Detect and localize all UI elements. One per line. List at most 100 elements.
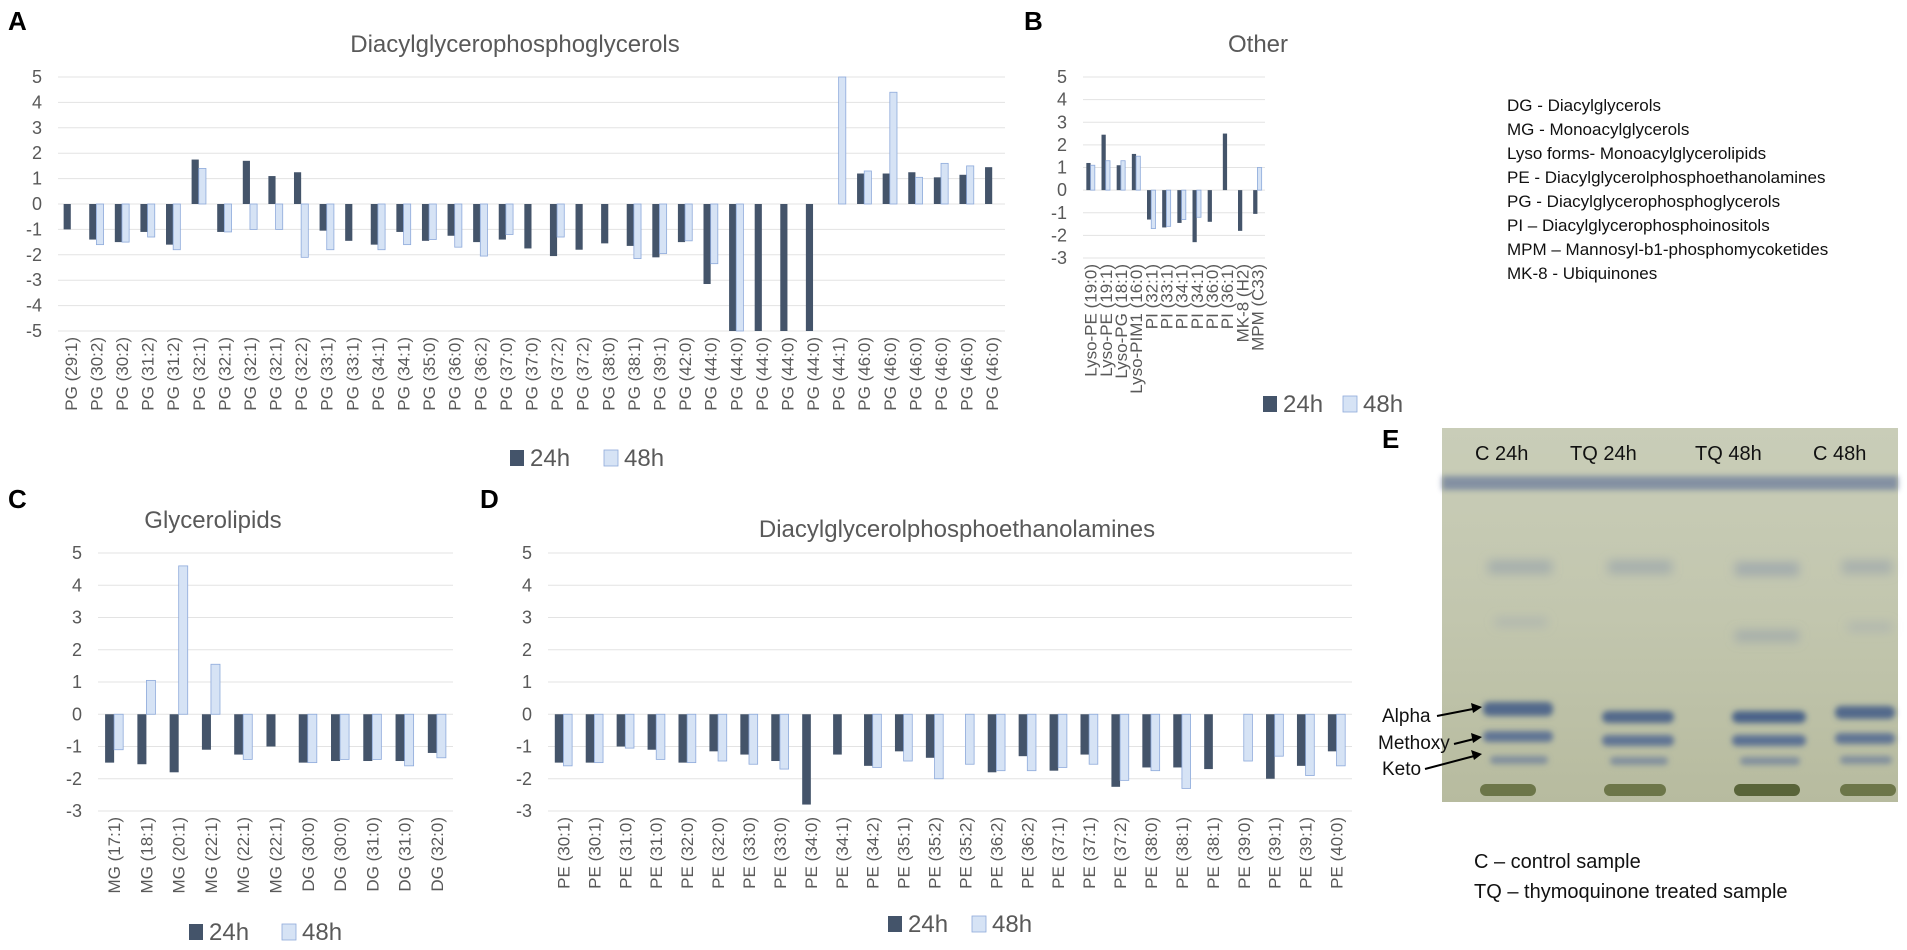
bar-24h <box>1253 190 1258 214</box>
bar-24h <box>498 204 506 240</box>
tlc-plate: C 24h TQ 24h TQ 48h C 48h <box>1442 428 1898 802</box>
y-tick-label: 3 <box>1057 112 1067 132</box>
y-tick-label: -3 <box>26 270 42 290</box>
y-tick-label: -5 <box>26 321 42 341</box>
bar-24h <box>234 714 244 755</box>
abbrev-pe: PE - Diacylglycerolphosphoethanolamines <box>1507 168 1825 187</box>
bar-48h <box>717 713 728 762</box>
x-tick-label: PI (34:1) <box>1173 264 1192 329</box>
tlc-origin-spots <box>1480 784 1896 796</box>
bar-48h <box>300 203 309 258</box>
y-tick-label: 1 <box>72 672 82 692</box>
x-tick-label: PG (34:1) <box>369 337 388 411</box>
x-tick-label: PE (35:1) <box>895 817 914 889</box>
bar-24h <box>114 204 122 243</box>
legend-swatch-48h <box>1342 395 1358 413</box>
x-tick-label: Lyso-PG (18:1) <box>1112 264 1131 379</box>
chart-a-title: Diacylglycerophosphoglycerols <box>350 31 680 58</box>
y-tick-label: 4 <box>522 575 532 595</box>
bar-24h <box>298 714 308 763</box>
abbrev-pi: PI – Diacylglycerophosphoinositols <box>1507 216 1770 235</box>
bar-24h <box>1131 153 1137 191</box>
bar-24h <box>345 204 353 241</box>
x-tick-label: PE (31:0) <box>616 817 635 889</box>
legend-label-48h: 48h <box>302 919 342 945</box>
bar-24h <box>1296 714 1306 766</box>
y-tick-label: 1 <box>522 672 532 692</box>
bar-24h <box>703 204 711 285</box>
x-tick-label: PE (32:0) <box>678 817 697 889</box>
bar-24h <box>1018 714 1028 757</box>
x-tick-label: PG (30:2) <box>113 337 132 411</box>
legend-swatch-48h <box>971 915 987 933</box>
x-tick-label: MG (18:1) <box>137 817 156 894</box>
bar-48h <box>121 203 130 243</box>
bar-48h <box>1105 160 1111 191</box>
x-tick-label: PG (46:0) <box>906 337 925 411</box>
y-tick-label: 0 <box>1057 180 1067 200</box>
bar-24h <box>1142 714 1151 768</box>
legend-swatch-24h <box>1263 396 1277 412</box>
bar-24h <box>191 159 199 204</box>
x-tick-label: PG (44:0) <box>702 337 721 411</box>
bar-24h <box>524 204 532 249</box>
bar-24h <box>554 714 564 763</box>
bar-24h <box>647 714 657 750</box>
arrow-keto <box>1424 754 1479 770</box>
bar-24h <box>709 714 719 752</box>
x-tick-label: PG (46:0) <box>958 337 977 411</box>
bar-48h <box>1135 155 1141 191</box>
bar-48h <box>995 713 1006 772</box>
x-tick-label: PG (37:2) <box>548 337 567 411</box>
bar-48h <box>275 203 284 230</box>
x-tick-label: PG (38:0) <box>599 337 618 411</box>
bar-24h <box>293 172 302 204</box>
bar-48h <box>210 663 221 715</box>
x-tick-label: PG (32:1) <box>267 337 286 411</box>
bar-24h <box>754 204 762 331</box>
legend-label-24h: 24h <box>908 911 948 938</box>
bar-48h <box>1257 167 1263 191</box>
x-tick-label: PE (37:1) <box>1049 817 1068 889</box>
bar-24h <box>140 204 148 232</box>
x-tick-label: MG (22:1) <box>202 817 221 894</box>
bar-24h <box>987 714 997 773</box>
x-tick-label: DG (31:0) <box>396 817 415 892</box>
bar-24h <box>268 176 276 204</box>
x-tick-label: PG (33:1) <box>343 337 362 411</box>
bar-24h <box>894 714 904 752</box>
tlc-lane-tq24: TQ 24h <box>1570 443 1637 465</box>
bar-48h <box>377 203 386 251</box>
bar-24h <box>166 204 174 245</box>
abbrev-lyso: Lyso forms- Monoacylglycerolipids <box>1507 144 1766 163</box>
bar-24h <box>1238 190 1243 231</box>
x-tick-label: PG (31:2) <box>139 337 158 411</box>
legend-label-48h: 48h <box>1363 391 1403 418</box>
x-tick-label: PI (33:1) <box>1157 264 1176 329</box>
x-tick-label: PE (39:1) <box>1266 817 1285 889</box>
bar-24h <box>882 173 890 204</box>
x-tick-label: PG (44:1) <box>830 337 849 411</box>
bar-48h <box>198 168 207 205</box>
x-tick-label: Lyso-PE (19:0) <box>1082 264 1101 377</box>
bar-48h <box>1336 713 1346 767</box>
bar-24h <box>266 714 276 747</box>
bar-24h <box>331 714 341 762</box>
x-tick-label: PG (33:1) <box>318 337 337 411</box>
tlc-lipid-bands <box>1483 702 1895 765</box>
bar-48h <box>872 713 882 768</box>
bar-48h <box>624 713 635 749</box>
x-tick-label: PG (44:0) <box>804 337 823 411</box>
bar-24h <box>585 714 595 763</box>
bar-24h <box>1177 190 1182 223</box>
bar-48h <box>863 170 872 205</box>
x-tick-label: PG (42:0) <box>676 337 695 411</box>
y-tick-label: -3 <box>516 801 532 821</box>
x-tick-label: DG (32:0) <box>428 817 447 892</box>
x-tick-label: PG (36:2) <box>471 337 490 411</box>
x-tick-label: PG (46:0) <box>855 337 874 411</box>
bar-48h <box>1274 713 1284 757</box>
x-tick-label: PG (39:1) <box>650 337 669 411</box>
y-tick-label: -4 <box>26 296 42 316</box>
tlc-solvent-front <box>1442 476 1898 490</box>
